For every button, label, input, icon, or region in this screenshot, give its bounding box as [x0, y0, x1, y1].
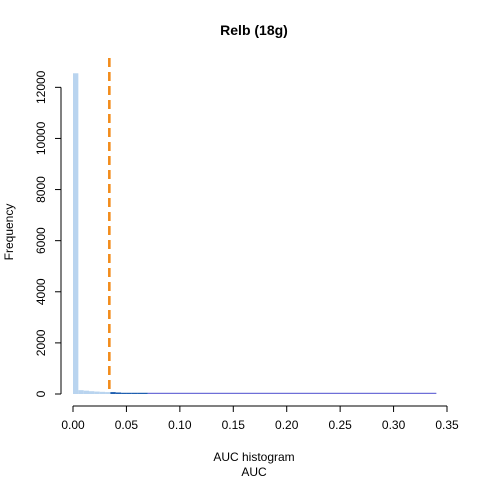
- histogram-bar: [137, 392, 148, 394]
- histogram-bar: [110, 392, 116, 394]
- x-tick-label: 0.15: [222, 418, 246, 432]
- histogram-bar: [83, 390, 90, 394]
- x-tick-label: 0.10: [168, 418, 192, 432]
- histogram-bar: [105, 392, 111, 394]
- y-axis-label: Frequency: [2, 204, 16, 261]
- histogram-bar: [121, 392, 127, 394]
- y-tick-label: 0: [34, 390, 48, 397]
- histogram-bar: [99, 391, 106, 394]
- histogram-bar: [78, 390, 84, 394]
- y-tick-label: 8000: [34, 176, 48, 203]
- histogram-bar: [147, 392, 437, 394]
- histogram-bar: [89, 391, 95, 394]
- y-tick-label: 10000: [34, 121, 48, 155]
- x-tick-label: 0.00: [61, 418, 85, 432]
- x-axis: 0.00 0.05 0.10 0.15 0.20 0.25 0.30 0.35: [61, 405, 459, 432]
- x-tick-label: 0.30: [382, 418, 406, 432]
- chart-title: Relb (18g): [220, 22, 288, 38]
- chart-subtitle: AUC histogram: [213, 450, 294, 464]
- y-tick-label: 4000: [34, 278, 48, 305]
- y-axis: 0 2000 4000 6000 8000 10000 12000: [34, 70, 62, 397]
- x-tick-label: 0.35: [435, 418, 459, 432]
- y-tick-label: 2000: [34, 329, 48, 356]
- histogram-bar: [73, 73, 79, 395]
- x-tick-label: 0.05: [115, 418, 139, 432]
- y-tick-label: 12000: [34, 70, 48, 104]
- histogram-bar: [126, 392, 132, 394]
- histogram-bar: [115, 392, 122, 394]
- histogram-bar: [94, 391, 100, 394]
- histogram-bars: [73, 73, 437, 395]
- x-tick-label: 0.20: [275, 418, 299, 432]
- x-axis-label: AUC: [241, 465, 267, 479]
- x-tick-label: 0.25: [328, 418, 352, 432]
- y-tick-label: 6000: [34, 227, 48, 254]
- histogram-bar: [131, 392, 138, 394]
